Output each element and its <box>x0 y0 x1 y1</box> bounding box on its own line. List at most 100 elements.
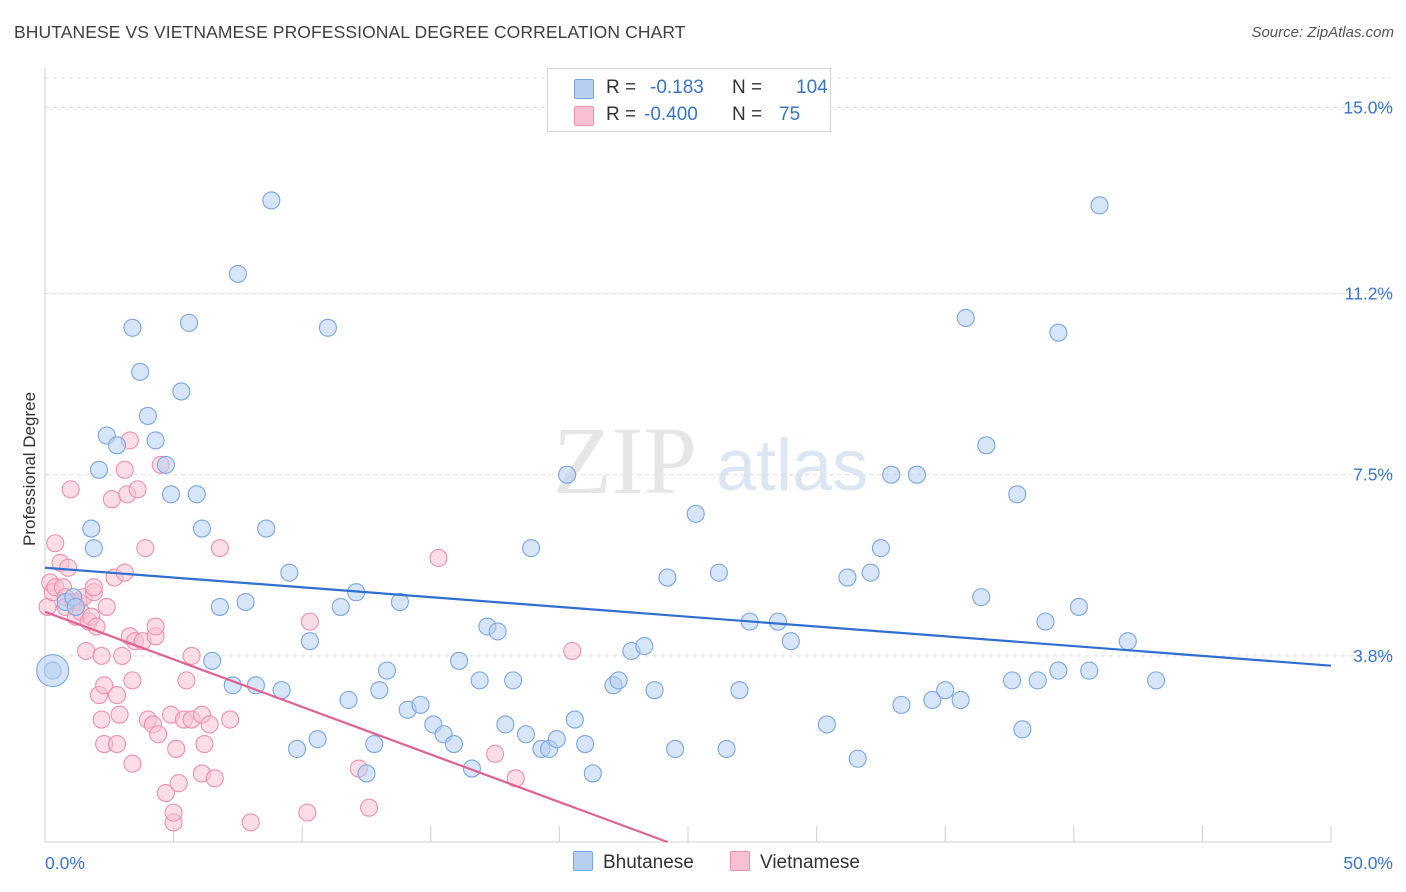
bhutanese-point <box>210 597 229 616</box>
vietnamese-point <box>169 774 188 793</box>
y-tick-labels: 3.8% 7.5% 11.2% 15.0% <box>1343 97 1393 666</box>
bhutanese-point <box>1036 612 1055 631</box>
bhutanese-point <box>187 485 206 504</box>
x-tick-label: 0.0% <box>45 853 85 873</box>
bhutanese-point <box>848 749 867 768</box>
bhutanese-point <box>516 725 536 744</box>
bottom-legend-bhutanese: Bhutanese <box>573 851 694 874</box>
bhutanese-point <box>488 622 507 641</box>
vietnamese-point <box>486 744 505 763</box>
vietnamese-point <box>102 490 121 509</box>
vietnamese-point <box>195 735 214 754</box>
bhutanese-point <box>470 671 489 690</box>
bhutanese-point <box>192 519 211 538</box>
vietnamese-point <box>149 725 168 744</box>
vietnamese-point <box>210 539 229 558</box>
vietnamese-point <box>146 617 165 636</box>
bhutanese-point <box>257 519 276 538</box>
vietnamese-point <box>87 617 106 636</box>
bhutanese-point <box>146 431 165 450</box>
legend-swatch-pink <box>730 851 750 871</box>
bhutanese-point <box>411 695 430 714</box>
legend-r-value: -0.183 <box>650 77 704 98</box>
bhutanese-point <box>89 460 109 479</box>
vietnamese-point <box>156 783 175 803</box>
bhutanese-point <box>339 690 358 710</box>
y-tick-label: 11.2% <box>1345 283 1393 303</box>
bhutanese-point <box>462 759 482 778</box>
bhutanese-point <box>936 681 955 700</box>
bhutanese-point <box>666 739 685 758</box>
bhutanese-point <box>172 382 191 401</box>
vietnamese-point <box>77 641 96 661</box>
legend-r-label: R = <box>606 104 637 125</box>
bhutanese-point <box>817 715 836 734</box>
bhutanese-point <box>228 264 247 283</box>
legend-label: Vietnamese <box>760 852 860 873</box>
bhutanese-point <box>66 597 85 616</box>
vietnamese-point <box>164 803 183 822</box>
x-tick-labels: 0.0% 50.0% <box>45 853 1393 873</box>
bhutanese-point <box>709 563 728 582</box>
vietnamese-point <box>107 686 127 705</box>
bhutanese-point <box>768 612 788 631</box>
legend-row-vietnamese: R = -0.400 N = 75 <box>548 102 830 128</box>
watermark-atlas: atlas <box>716 426 868 506</box>
bhutanese-point <box>365 735 384 754</box>
bhutanese-point <box>1069 597 1088 616</box>
vietnamese-point <box>92 710 111 729</box>
bhutanese-point <box>179 313 199 332</box>
bhutanese-point <box>871 539 890 558</box>
bhutanese-point <box>951 690 970 710</box>
bhutanese-trendline <box>44 566 1332 667</box>
bhutanese-point <box>308 730 327 749</box>
vietnamese-point <box>221 710 240 729</box>
vietnamese-point <box>128 480 147 499</box>
legend-swatch-pink <box>574 106 594 126</box>
legend-r-label: R = <box>606 77 637 98</box>
bhutanese-points <box>36 191 1166 783</box>
vietnamese-point <box>107 735 127 754</box>
bhutanese-point <box>558 465 577 484</box>
bhutanese-point <box>496 715 515 734</box>
bhutanese-point <box>504 671 523 690</box>
bhutanese-point <box>84 539 103 558</box>
vietnamese-point <box>59 558 78 577</box>
legend-row-bhutanese: R = -0.183 N = 104 <box>548 75 830 101</box>
bhutanese-point <box>390 592 409 612</box>
bhutanese-point <box>565 710 584 729</box>
bhutanese-point <box>907 465 926 484</box>
legend-n-value: 104 <box>796 77 828 98</box>
bhutanese-point <box>288 739 307 758</box>
vietnamese-point <box>115 460 134 479</box>
y-axis-label: Professional Degree <box>20 392 39 546</box>
x-axis-ticks <box>44 826 1332 842</box>
legend-n-label: N = <box>732 77 763 98</box>
bhutanese-point <box>717 739 736 758</box>
vietnamese-point <box>177 671 196 690</box>
bhutanese-point <box>156 455 175 474</box>
source-label: Source: ZipAtlas.com <box>1251 24 1394 41</box>
legend-swatch-blue <box>574 79 594 99</box>
bhutanese-point <box>357 764 376 783</box>
bhutanese-point <box>1090 196 1109 215</box>
bhutanese-point <box>882 465 901 484</box>
vietnamese-point <box>95 676 114 695</box>
bhutanese-point <box>1028 671 1047 690</box>
vietnamese-point <box>123 754 142 773</box>
legend-n-value: 75 <box>779 104 801 125</box>
y-tick-label: 7.5% <box>1353 465 1393 485</box>
bhutanese-point <box>378 661 397 680</box>
bhutanese-point <box>1049 661 1068 680</box>
trendlines <box>44 566 1332 844</box>
bhutanese-point <box>923 690 942 710</box>
legend-r-value: -0.400 <box>644 104 698 125</box>
bhutanese-point-large <box>36 654 70 688</box>
bhutanese-point <box>547 730 566 749</box>
chart-title: BHUTANESE VS VIETNAMESE PROFESSIONAL DEG… <box>14 22 686 42</box>
bhutanese-point <box>838 568 857 587</box>
vietnamese-point <box>84 578 103 597</box>
vietnamese-point <box>97 597 116 616</box>
bhutanese-point <box>892 695 911 714</box>
